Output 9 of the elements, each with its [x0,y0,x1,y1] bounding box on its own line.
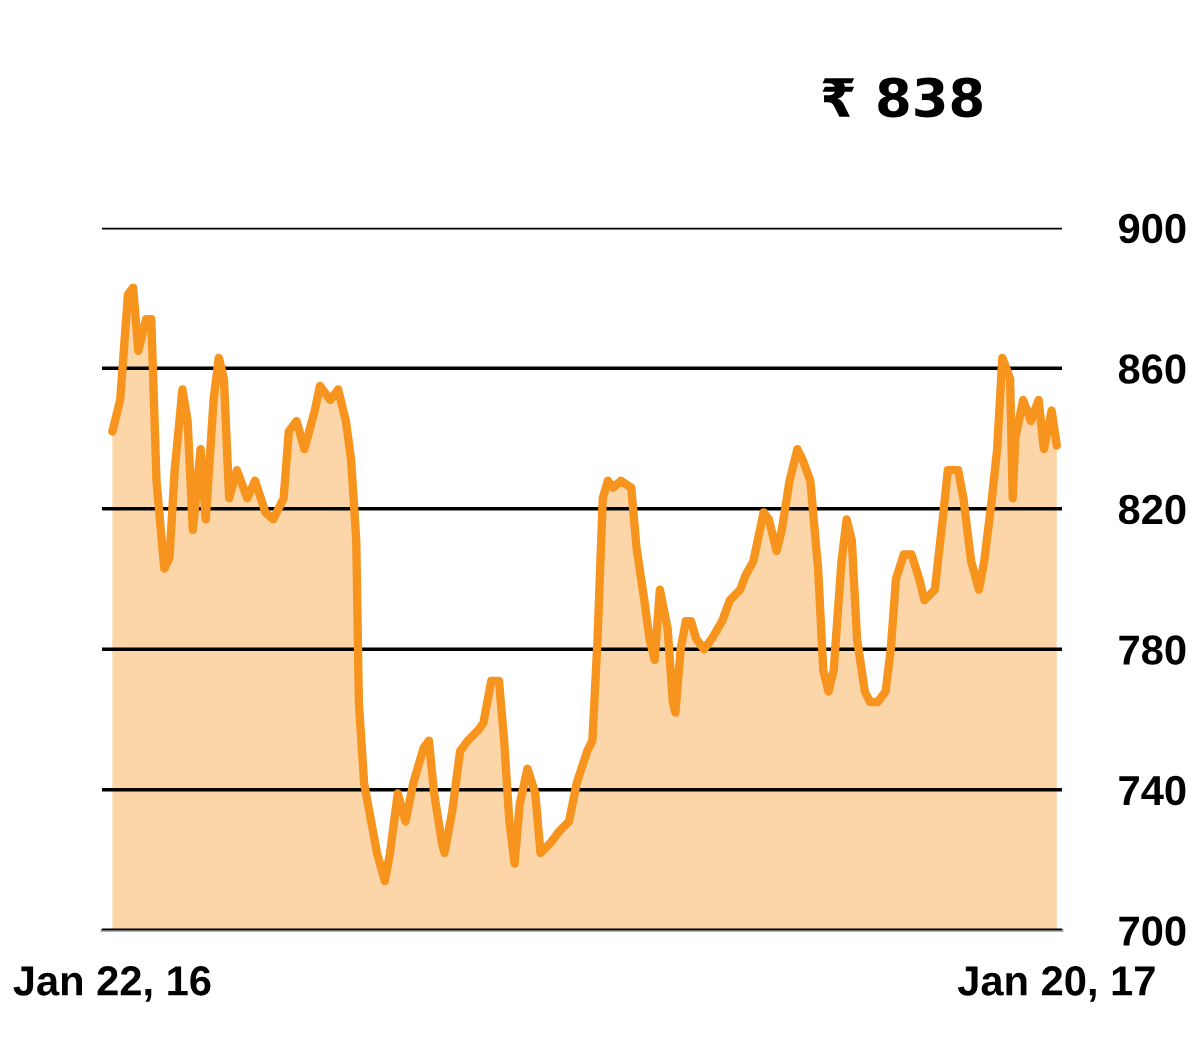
x-tick-label: Jan 20, 17 [957,966,1155,1002]
y-tick-label: 820 [1118,494,1186,525]
y-tick-label: 900 [1119,213,1186,244]
y-tick-label: 740 [1119,775,1186,806]
x-tick-label: Jan 22, 16 [13,966,211,1002]
y-tick-label: 860 [1118,354,1186,384]
y-tick-label: 780 [1119,635,1186,665]
chart-title: ₹ 838 [822,77,982,118]
y-tick-label: 700 [1119,916,1186,946]
